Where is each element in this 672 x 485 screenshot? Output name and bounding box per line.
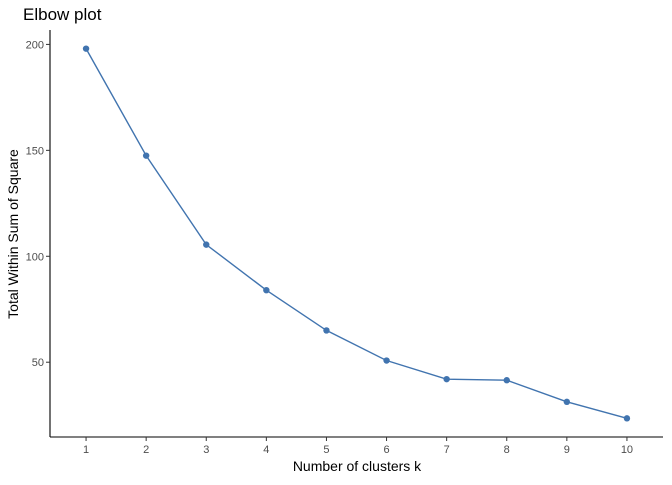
x-tick-label: 2 <box>143 444 149 456</box>
series-layer <box>82 45 631 422</box>
series-line <box>85 48 628 420</box>
x-tick-label: 1 <box>83 444 89 456</box>
x-tick-label: 6 <box>383 444 389 456</box>
data-point <box>563 398 571 406</box>
data-point <box>383 357 390 364</box>
x-tick-label: 3 <box>203 444 209 456</box>
x-tick-label: 9 <box>564 444 570 456</box>
axes: 1 2 3 4 5 6 7 8 9 10 50 100 150 200 <box>26 30 663 456</box>
data-point <box>323 327 330 334</box>
x-tick-label: 5 <box>323 444 329 456</box>
x-axis-title: Number of clusters k <box>293 458 422 474</box>
y-tick-label: 150 <box>26 145 44 157</box>
x-tick-label: 10 <box>621 444 633 456</box>
x-tick-label: 4 <box>263 444 269 456</box>
data-point <box>82 45 90 52</box>
x-tick-label: 7 <box>444 444 450 456</box>
data-point <box>203 241 210 248</box>
x-tick-label: 8 <box>504 444 510 456</box>
y-axis-title: Total Within Sum of Square <box>5 149 21 319</box>
data-point <box>263 286 270 294</box>
data-point <box>503 377 510 384</box>
data-point <box>443 375 450 383</box>
data-point <box>142 152 150 159</box>
y-tick-label: 50 <box>32 357 44 369</box>
y-tick-label: 200 <box>26 39 44 51</box>
data-point <box>623 415 631 422</box>
y-tick-label: 100 <box>26 251 44 263</box>
chart-title: Elbow plot <box>23 5 102 24</box>
